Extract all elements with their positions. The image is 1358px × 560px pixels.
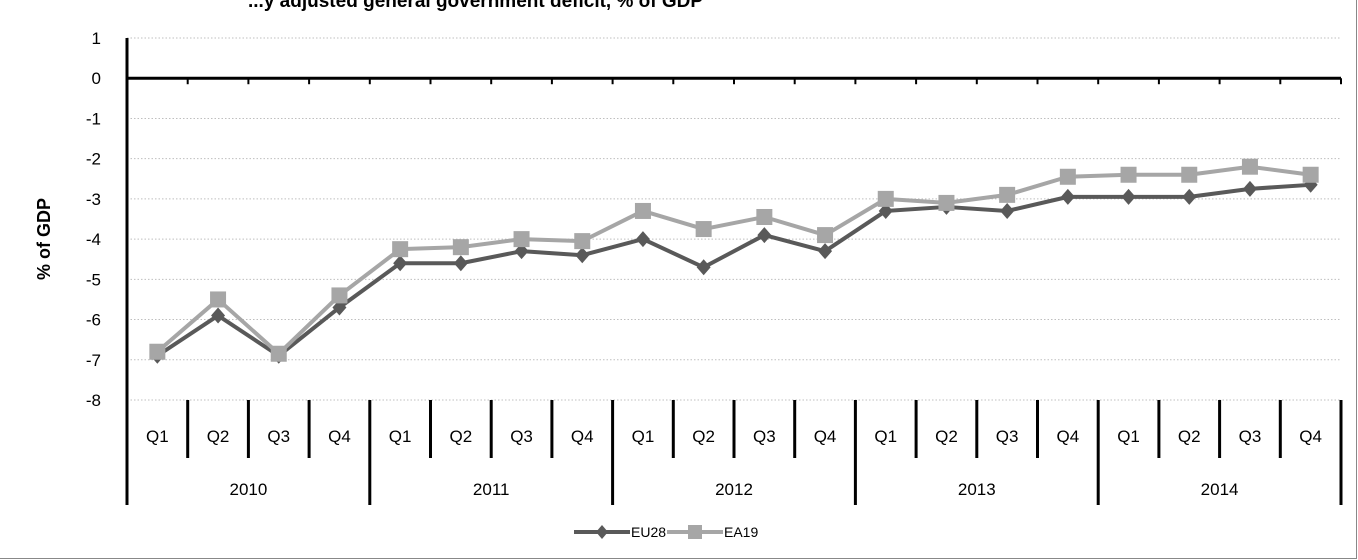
data-point-ea19: [1120, 166, 1137, 183]
series-lines: [149, 158, 1319, 364]
data-point-eu28: [878, 202, 893, 219]
legend-marker: [688, 525, 702, 539]
y-tick-label: -3: [86, 190, 101, 209]
x-tick-label: Q1: [146, 427, 169, 446]
data-point-ea19: [210, 291, 227, 308]
data-point-eu28: [332, 299, 347, 316]
data-point-ea19: [938, 194, 955, 211]
year-label: 2010: [229, 480, 267, 499]
x-tick-label: Q1: [1117, 427, 1140, 446]
x-tick-label: Q4: [571, 427, 594, 446]
x-tick-label: Q4: [1299, 427, 1322, 446]
chart-title: ...y adjusted general government deficit…: [248, 0, 703, 12]
data-point-ea19: [877, 190, 894, 207]
data-point-ea19: [1181, 166, 1198, 183]
series-line-eu28: [156, 182, 1311, 358]
y-tick-label: 0: [92, 69, 101, 88]
legend: EU28 EA19: [574, 524, 758, 540]
data-point-eu28: [696, 259, 711, 276]
data-point-eu28: [211, 307, 226, 324]
data-point-eu28: [393, 255, 408, 272]
data-point-ea19: [1241, 158, 1258, 175]
data-point-eu28: [635, 231, 650, 248]
axes: [125, 38, 1343, 505]
data-point-eu28: [575, 247, 590, 264]
data-point-ea19: [634, 202, 651, 219]
x-tick-label: Q3: [753, 427, 776, 446]
data-point-eu28: [453, 255, 468, 272]
y-tick-label: -8: [86, 391, 101, 410]
year-label: 2014: [1201, 480, 1239, 499]
year-label: 2011: [473, 480, 510, 499]
x-tick-label: Q3: [510, 427, 533, 446]
y-tick-label: -2: [86, 150, 101, 169]
data-point-eu28: [1121, 188, 1136, 205]
data-point-eu28: [1060, 188, 1075, 205]
data-point-ea19: [270, 345, 287, 362]
data-point-eu28: [1000, 202, 1015, 219]
data-point-eu28: [514, 243, 529, 260]
x-tick-label: Q4: [328, 427, 351, 446]
data-point-eu28: [1242, 180, 1257, 197]
x-tick-label: Q3: [1239, 427, 1262, 446]
y-tick-label: -4: [86, 230, 101, 249]
data-point-ea19: [999, 186, 1016, 203]
y-tick-label: -5: [86, 270, 101, 289]
x-tick-label: Q3: [996, 427, 1019, 446]
legend-label: EA19: [724, 524, 758, 540]
data-point-ea19: [817, 227, 834, 244]
data-point-ea19: [452, 239, 469, 256]
legend-label: EU28: [631, 524, 666, 540]
y-tick-label: -1: [86, 109, 101, 128]
data-point-ea19: [1059, 168, 1076, 185]
year-label: 2013: [958, 480, 996, 499]
x-tick-label: Q3: [267, 427, 290, 446]
data-point-ea19: [1302, 166, 1319, 183]
y-tick-label: -7: [86, 351, 101, 370]
data-point-eu28: [1182, 188, 1197, 205]
data-point-ea19: [756, 208, 773, 225]
x-tick-label: Q2: [935, 427, 958, 446]
y-axis-label: % of GDP: [34, 198, 54, 280]
y-tick-label: -6: [86, 311, 101, 330]
x-tick-label: Q2: [692, 427, 715, 446]
x-tick-label: Q1: [389, 427, 412, 446]
x-tick-label: Q4: [1057, 427, 1080, 446]
data-point-ea19: [695, 221, 712, 238]
legend-marker: [596, 525, 608, 539]
x-tick-label: Q1: [632, 427, 655, 446]
data-point-ea19: [331, 287, 348, 304]
x-tick-label: Q2: [207, 427, 230, 446]
data-point-eu28: [818, 243, 833, 260]
y-axis-ticks: 1 0 -1 -2 -3 -4 -5 -6 -7 -8: [86, 29, 101, 410]
gridlines: [127, 37, 1341, 401]
year-label: 2012: [715, 480, 753, 499]
data-point-ea19: [392, 241, 409, 258]
data-point-ea19: [513, 231, 530, 248]
data-point-ea19: [574, 233, 591, 250]
x-axis-ticks: Q1 Q2 Q3 Q4 Q1 Q2 Q3 Q4 Q1 Q2 Q3 Q4 Q1 Q2 Q3 Q4 Q1 Q2 Q3 Q4…: [146, 427, 1322, 499]
data-point-eu28: [757, 227, 772, 244]
x-tick-label: Q4: [814, 427, 837, 446]
y-tick-label: 1: [92, 29, 101, 48]
x-tick-label: Q2: [1178, 427, 1201, 446]
data-point-ea19: [149, 343, 166, 360]
series-line-ea19: [156, 164, 1311, 356]
x-tick-label: Q1: [874, 427, 897, 446]
x-tick-label: Q2: [450, 427, 473, 446]
